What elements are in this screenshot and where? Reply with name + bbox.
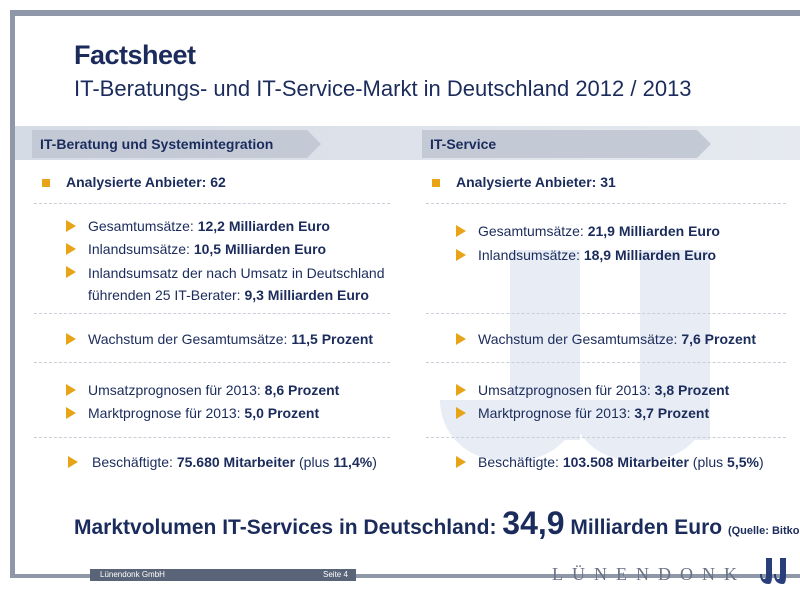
left-analysed-providers: Analysierte Anbieter: 62 <box>66 174 226 190</box>
left-revenue-forecast: Umsatzprognosen für 2013: 8,6 Prozent <box>88 382 340 398</box>
bullet-arrow-icon <box>68 456 78 468</box>
logo-mark-icon <box>760 558 786 584</box>
separator <box>34 362 390 363</box>
tab-arrow <box>697 130 711 158</box>
left-market-forecast: Marktprognose für 2013: 5,0 Prozent <box>88 405 320 421</box>
tab-it-service: IT-Service <box>422 130 697 158</box>
footer-page-number: Seite 4 <box>323 570 348 579</box>
bullet-arrow-icon <box>66 384 76 396</box>
tab-arrow <box>307 130 321 158</box>
right-market-forecast: Marktprognose für 2013: 3,7 Prozent <box>478 405 710 421</box>
market-volume: Marktvolumen IT-Services in Deutschland:… <box>74 505 800 541</box>
left-employees: Beschäftigte: 75.680 Mitarbeiter (plus 1… <box>92 454 377 470</box>
page-subtitle: IT-Beratungs- und IT-Service-Markt in De… <box>74 76 692 101</box>
tab-it-beratung: IT-Beratung und Systemintegration <box>32 130 307 158</box>
logo-wordmark: LÜNENDONK <box>552 564 746 584</box>
right-revenue-forecast: Umsatzprognosen für 2013: 3,8 Prozent <box>478 382 730 398</box>
bullet-square-icon <box>432 179 440 187</box>
separator <box>426 313 786 314</box>
frame-left <box>10 10 15 578</box>
frame-bottom <box>10 574 800 578</box>
separator <box>426 437 786 438</box>
left-domestic-revenue: Inlandsumsätze: 10,5 Milliarden Euro <box>88 241 327 257</box>
separator <box>34 203 390 204</box>
frame-top <box>10 10 800 16</box>
right-employees: Beschäftigte: 103.508 Mitarbeiter (plus … <box>478 454 764 470</box>
bullet-arrow-icon <box>456 407 466 419</box>
left-top25-revenue-line1: Inlandsumsatz der nach Umsatz in Deutsch… <box>88 265 385 281</box>
separator <box>34 437 390 438</box>
bullet-arrow-icon <box>456 456 466 468</box>
separator <box>426 362 786 363</box>
footer-bar <box>90 569 356 581</box>
bullet-square-icon <box>42 179 50 187</box>
bullet-arrow-icon <box>456 225 466 237</box>
separator <box>426 203 786 204</box>
bullet-arrow-icon <box>66 243 76 255</box>
bullet-arrow-icon <box>66 407 76 419</box>
left-total-revenue: Gesamtumsätze: 12,2 Milliarden Euro <box>88 218 330 234</box>
bullet-arrow-icon <box>456 249 466 261</box>
footer-company: Lünendonk GmbH <box>100 570 165 579</box>
page-title: Factsheet <box>74 40 196 70</box>
right-domestic-revenue: Inlandsumsätze: 18,9 Milliarden Euro <box>478 247 717 263</box>
right-analysed-providers: Analysierte Anbieter: 31 <box>456 174 616 190</box>
bullet-arrow-icon <box>66 266 76 278</box>
left-growth: Wachstum der Gesamtumsätze: 11,5 Prozent <box>88 331 374 347</box>
left-top25-revenue-line2: führenden 25 IT-Berater: 9,3 Milliarden … <box>88 287 369 303</box>
bullet-arrow-icon <box>456 384 466 396</box>
bullet-arrow-icon <box>66 220 76 232</box>
bullet-arrow-icon <box>456 333 466 345</box>
bullet-arrow-icon <box>66 333 76 345</box>
watermark-logo <box>420 250 800 580</box>
right-total-revenue: Gesamtumsätze: 21,9 Milliarden Euro <box>478 223 720 239</box>
separator <box>34 313 390 314</box>
right-growth: Wachstum der Gesamtumsätze: 7,6 Prozent <box>478 331 757 347</box>
